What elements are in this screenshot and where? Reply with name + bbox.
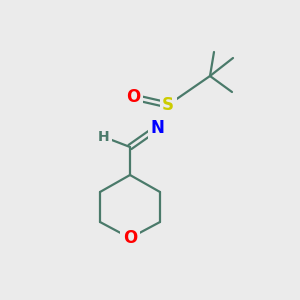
Text: S: S <box>162 96 174 114</box>
Text: H: H <box>98 130 110 144</box>
Text: O: O <box>126 88 140 106</box>
Text: N: N <box>150 119 164 137</box>
Text: O: O <box>123 229 137 247</box>
